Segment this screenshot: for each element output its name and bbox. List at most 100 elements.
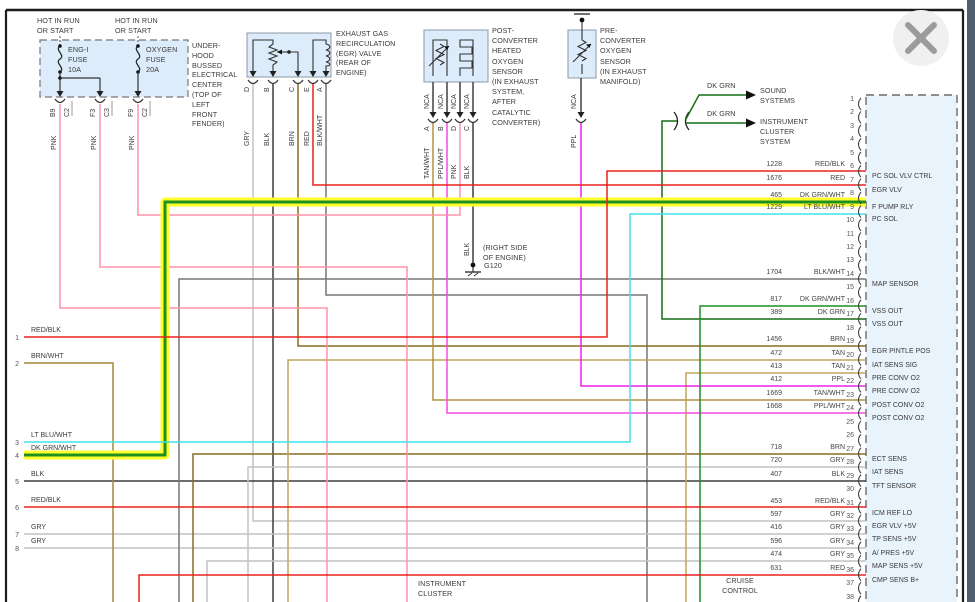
connector-pin-label: PRE CONV O2 <box>872 375 920 382</box>
rotated-wire-label: NCA <box>464 94 471 109</box>
variable-resistor <box>576 39 588 62</box>
connector-pin-arc <box>857 259 862 272</box>
pin-arc <box>441 118 453 124</box>
rotated-wire-label: PPL <box>571 134 578 148</box>
connector-pin-arc <box>857 541 862 555</box>
wire-tan <box>685 372 866 602</box>
pin-arc <box>320 79 332 85</box>
wire-color-code: BRN <box>830 336 845 344</box>
rotated-wire-label: TAN/WHT <box>424 147 431 179</box>
connector-pin-number: 9 <box>850 203 854 211</box>
connector-pin-number: 17 <box>846 311 854 319</box>
connector-pin-arc <box>857 595 862 602</box>
connector-pin-number: 36 <box>846 566 854 574</box>
wire-color-code: BLK/WHT <box>813 268 845 276</box>
connector-pin-arc <box>857 474 862 487</box>
wire-color-code: GRY <box>829 510 845 518</box>
connector-pin-label: TP SENS +5V <box>872 536 917 544</box>
down-arrow <box>429 112 437 118</box>
underhood-center-note: UNDER- HOOD BUSSED ELECTRICAL CENTER (TO… <box>192 41 238 129</box>
wire-color-code: LT BLU/WHT <box>804 204 845 211</box>
connector-pin-number: 37 <box>846 580 854 588</box>
connector-pin-arc <box>857 514 862 528</box>
connector-pin-arc <box>857 97 862 111</box>
connector-pin-number: 35 <box>846 553 854 561</box>
wire-dk-grn <box>685 94 746 120</box>
rotated-wire-label: BLK <box>464 242 471 256</box>
connector-pin-arc <box>857 218 862 232</box>
left-wire-color-label: BRN/WHT <box>31 353 64 360</box>
connector-pin-number: 38 <box>846 593 854 601</box>
arrow-to-sound-systems <box>746 90 756 100</box>
rotated-wire-label: PNK <box>51 135 58 150</box>
wire-pnk <box>99 104 408 602</box>
connector-pin-arc <box>857 164 862 178</box>
close-icon <box>905 22 937 54</box>
sensor-pin-stubs <box>432 78 582 112</box>
connector-pin-arc <box>857 137 862 151</box>
connector-pin-label: EGR VLV <box>872 187 902 194</box>
rotated-wire-label: B <box>438 126 445 131</box>
diagram-frame <box>4 8 965 602</box>
wire-brn <box>192 453 866 602</box>
connector-pin-number: 18 <box>846 324 854 332</box>
connector-pin-number: 16 <box>846 297 854 305</box>
connector-pin-number: 2 <box>850 109 854 117</box>
wire-blk-wht <box>325 83 648 602</box>
dest-sound-systems: SOUND SYSTEMS <box>760 86 796 105</box>
wire-red-blk <box>24 170 866 338</box>
wire-color-code: RED <box>830 175 845 182</box>
wire-circuit-number: 817 <box>770 295 782 303</box>
connector-pin-arc <box>857 420 862 434</box>
close-button[interactable] <box>893 10 949 66</box>
connector-pin-arc <box>857 205 862 218</box>
rotated-wire-label: GRY <box>244 130 251 146</box>
wire-circuit-number: 412 <box>770 376 782 384</box>
wire-ppl <box>580 122 866 387</box>
wire-circuit-number: 413 <box>770 363 782 370</box>
ground-location-label: (RIGHT SIDE OF ENGINE) <box>483 243 528 262</box>
rotated-wire-label: A <box>317 87 324 92</box>
wire-color-code: TAN <box>831 363 845 370</box>
wire-brn-wht <box>24 362 114 602</box>
connector-pin-number: 4 <box>850 136 854 144</box>
connector-pin-number: 26 <box>846 432 854 440</box>
wire-color-code: GRY <box>829 457 845 465</box>
connector-pin-arc <box>857 326 862 340</box>
rotated-wire-label: B9 <box>50 108 57 117</box>
pin-arc <box>54 98 66 104</box>
wire-color-code: DK GRN <box>817 309 845 317</box>
left-wire-color-label: DK GRN/WHT <box>31 445 77 452</box>
wire-circuit-number: 1676 <box>766 175 782 182</box>
wire-color-code: TAN <box>831 349 845 357</box>
connector-pin-arc <box>857 191 862 205</box>
right-edge-strip <box>967 0 975 602</box>
connector-pin-label: POST CONV O2 <box>872 401 925 409</box>
connector-pin-number: 25 <box>846 418 854 426</box>
connector-pin-arc <box>857 272 862 286</box>
connector-pin-arc <box>857 245 862 259</box>
connector-pin-arc <box>857 285 862 299</box>
pin-arc <box>454 118 466 124</box>
connector-pin-number: 15 <box>846 284 854 292</box>
wire-circuit-number: 1229 <box>766 204 782 211</box>
connector-pin-number: 27 <box>846 445 854 453</box>
connector-pin-number: 6 <box>850 163 854 171</box>
ground-name-label: G120 <box>484 261 502 270</box>
wire-circuit-number: 596 <box>770 537 782 545</box>
connector-pin-number: 12 <box>846 243 854 251</box>
down-arrow <box>269 71 277 77</box>
left-wire-number: 4 <box>15 453 19 460</box>
left-wire-color-label: GRY <box>31 538 47 545</box>
wire-color-code: DK GRN/WHT <box>799 295 845 303</box>
connector-pin-arc <box>857 339 862 353</box>
pin-arc <box>267 79 279 85</box>
connector-pin-arc <box>857 501 862 514</box>
connector-pin-arc <box>857 487 862 501</box>
rotated-wire-label: A <box>424 126 431 131</box>
rotated-wire-label: D <box>244 86 251 92</box>
connector-pin-label: TFT SENSOR <box>872 482 917 490</box>
connector-pin-label: PC SOL VLV CTRL <box>872 173 933 180</box>
